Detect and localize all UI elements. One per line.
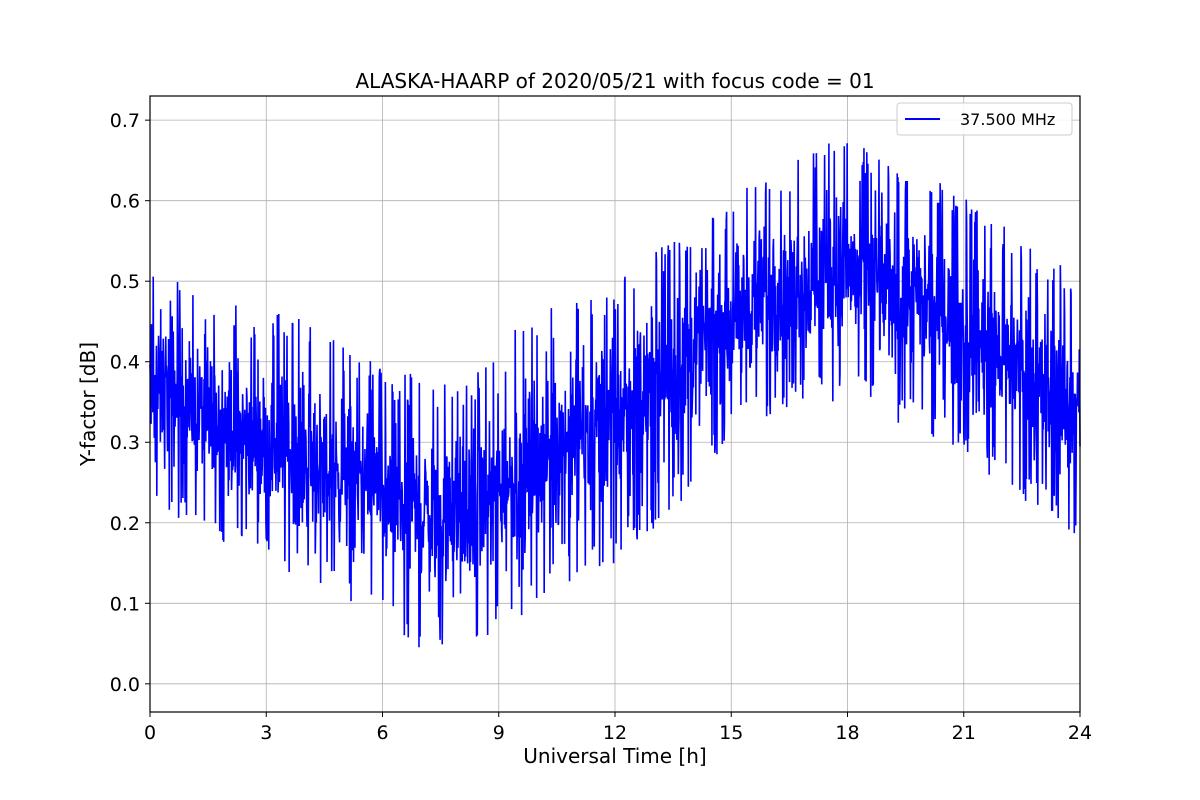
y-tick-label-4: 0.4 — [110, 352, 140, 374]
x-tick-label-6: 18 — [835, 722, 859, 744]
x-tick-label-3: 9 — [493, 722, 505, 744]
x-tick-label-2: 6 — [376, 722, 388, 744]
legend: 37.500 MHz — [896, 102, 1073, 136]
y-tick-label-3: 0.3 — [110, 432, 140, 454]
y-axis-label: Y-factor [dB] — [76, 342, 100, 467]
chart-title: ALASKA-HAARP of 2020/05/21 with focus co… — [355, 69, 874, 93]
x-tick-label-0: 0 — [144, 722, 156, 744]
y-axis-ticks: 0.0 0.1 0.2 0.3 0.4 0.5 0.6 0.7 — [110, 110, 150, 696]
legend-label-37-500-mhz: 37.500 MHz — [960, 110, 1055, 129]
y-tick-label-0: 0.0 — [110, 674, 140, 696]
x-tick-label-1: 3 — [260, 722, 272, 744]
y-tick-label-5: 0.5 — [110, 271, 140, 293]
x-axis-ticks: 0 3 6 9 12 15 18 21 24 — [144, 712, 1092, 744]
legend-box — [896, 102, 1073, 136]
x-tick-label-4: 12 — [603, 722, 627, 744]
x-tick-label-5: 15 — [719, 722, 743, 744]
series-37-500-mhz — [149, 143, 1081, 648]
y-tick-label-7: 0.7 — [110, 110, 140, 132]
x-tick-label-8: 24 — [1068, 722, 1092, 744]
y-tick-label-1: 0.1 — [110, 593, 140, 615]
y-tick-label-6: 0.6 — [110, 191, 140, 213]
x-tick-label-7: 21 — [952, 722, 976, 744]
y-tick-label-2: 0.2 — [110, 513, 140, 535]
series-line-37-500-mhz — [149, 143, 1081, 648]
x-axis-label: Universal Time [h] — [523, 744, 706, 768]
